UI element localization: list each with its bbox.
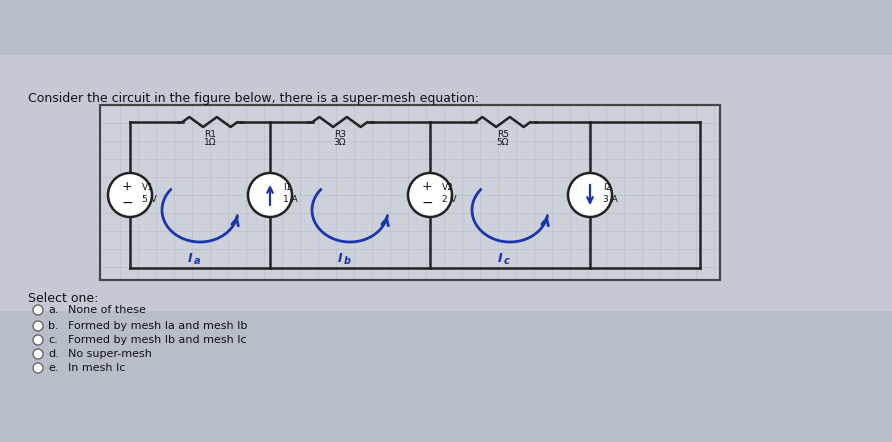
- Text: c.: c.: [48, 335, 58, 345]
- Circle shape: [568, 173, 612, 217]
- Text: Formed by mesh Ia and mesh Ib: Formed by mesh Ia and mesh Ib: [68, 321, 247, 331]
- Text: 1Ω: 1Ω: [203, 138, 216, 147]
- Text: Select one:: Select one:: [28, 292, 98, 305]
- Text: 5Ω: 5Ω: [497, 138, 509, 147]
- Text: e.: e.: [48, 363, 59, 373]
- Bar: [100, 105, 720, 280]
- Text: +: +: [422, 180, 433, 194]
- Text: Formed by mesh Ib and mesh Ic: Formed by mesh Ib and mesh Ic: [68, 335, 246, 345]
- Circle shape: [33, 335, 43, 345]
- Text: V1: V1: [142, 183, 154, 193]
- Circle shape: [33, 305, 43, 315]
- Text: a: a: [194, 256, 201, 266]
- Text: c: c: [504, 256, 510, 266]
- Text: V2: V2: [442, 183, 454, 193]
- Text: b: b: [343, 256, 351, 266]
- Circle shape: [33, 321, 43, 331]
- Bar: [0, 55, 892, 310]
- Circle shape: [248, 173, 292, 217]
- Text: a.: a.: [48, 305, 59, 315]
- Text: I: I: [498, 251, 502, 264]
- Circle shape: [108, 173, 152, 217]
- Text: I1: I1: [283, 183, 292, 193]
- Text: No super-mesh: No super-mesh: [68, 349, 152, 359]
- Text: I: I: [338, 251, 343, 264]
- Bar: [100, 105, 720, 280]
- Text: −: −: [121, 196, 133, 210]
- Text: b.: b.: [48, 321, 59, 331]
- Text: 1 A: 1 A: [283, 195, 298, 205]
- Text: 3 A: 3 A: [603, 195, 618, 205]
- Text: In mesh Ic: In mesh Ic: [68, 363, 126, 373]
- Text: None of these: None of these: [68, 305, 146, 315]
- Text: 5 V: 5 V: [142, 195, 157, 205]
- Circle shape: [408, 173, 452, 217]
- Text: 3Ω: 3Ω: [334, 138, 346, 147]
- Text: R5: R5: [497, 130, 509, 139]
- Text: −: −: [421, 196, 433, 210]
- Text: 2 V: 2 V: [442, 195, 457, 205]
- Text: +: +: [121, 180, 132, 194]
- Text: Consider the circuit in the figure below, there is a super-mesh equation:: Consider the circuit in the figure below…: [28, 92, 479, 105]
- Circle shape: [33, 349, 43, 359]
- Text: I2: I2: [603, 183, 611, 193]
- Text: R3: R3: [334, 130, 346, 139]
- Text: d.: d.: [48, 349, 59, 359]
- Text: R1: R1: [204, 130, 216, 139]
- Circle shape: [33, 363, 43, 373]
- Text: I: I: [187, 251, 193, 264]
